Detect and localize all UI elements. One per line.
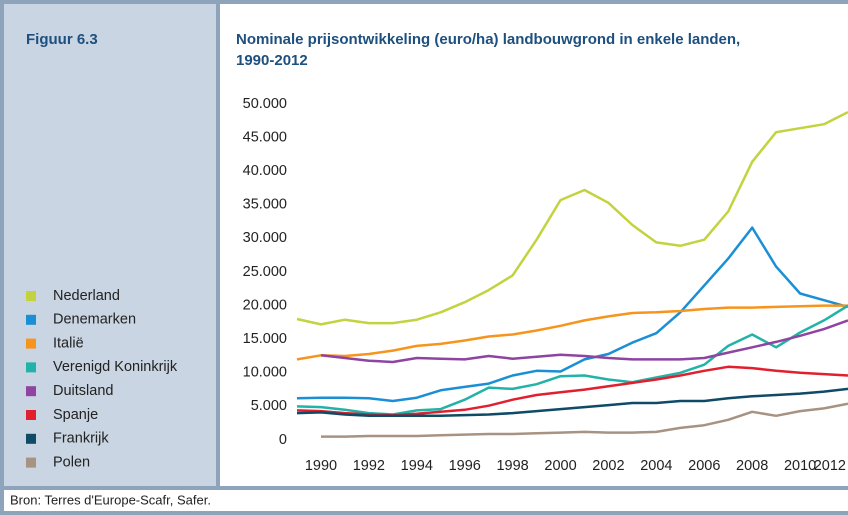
y-tick-label: 25.000 xyxy=(243,264,287,280)
legend-swatch xyxy=(26,314,36,325)
source: Bron: Terres d'Europe-Scafr, Safer. xyxy=(10,492,211,507)
y-tick-label: 35.000 xyxy=(243,197,287,213)
x-tick-label: 1990 xyxy=(305,458,337,474)
chart-title: Nominale prijsontwikkeling (euro/ha) lan… xyxy=(236,31,740,48)
x-tick-label: 2012 xyxy=(814,458,846,474)
side-panel xyxy=(4,4,216,486)
legend-label: Nederland xyxy=(53,288,120,304)
series-line xyxy=(296,304,848,361)
x-tick-label: 2004 xyxy=(640,458,672,474)
series-line xyxy=(296,110,848,326)
legend-swatch xyxy=(26,291,36,301)
legend-swatch xyxy=(26,457,36,468)
series-line xyxy=(296,387,848,418)
series-line xyxy=(321,402,848,438)
y-tick-label: 45.000 xyxy=(243,129,287,145)
x-tick-label: 2002 xyxy=(592,458,624,474)
y-tick-label: 20.000 xyxy=(243,297,287,313)
y-tick-label: 40.000 xyxy=(243,163,287,179)
legend-label: Spanje xyxy=(53,407,98,423)
legend-label: Denemarken xyxy=(53,312,136,328)
series-line xyxy=(320,319,848,364)
x-tick-label: 1994 xyxy=(401,458,433,474)
x-tick-label: 2000 xyxy=(544,458,576,474)
frame-left xyxy=(0,490,4,515)
legend-label: Verenigd Koninkrijk xyxy=(53,359,178,375)
legend-label: Duitsland xyxy=(53,383,113,399)
legend-swatch xyxy=(26,433,36,444)
x-tick-label: 1998 xyxy=(496,458,528,474)
y-tick-label: 0 xyxy=(279,432,287,448)
y-tick-label: 10.000 xyxy=(243,365,287,381)
chart-title: 1990-2012 xyxy=(236,52,308,69)
legend-swatch xyxy=(26,386,36,397)
y-tick-label: 50.000 xyxy=(243,96,287,112)
legend-swatch xyxy=(26,410,36,420)
x-tick-label: 2010 xyxy=(784,458,816,474)
legend-label: Italië xyxy=(53,335,84,351)
figure-label: Figuur 6.3 xyxy=(26,31,98,48)
x-tick-label: 1992 xyxy=(353,458,385,474)
legend-swatch xyxy=(26,362,36,373)
series-line xyxy=(296,226,848,403)
y-tick-label: 30.000 xyxy=(243,230,287,246)
frame-bottom xyxy=(0,511,848,515)
y-tick-label: 15.000 xyxy=(243,331,287,347)
legend-swatch xyxy=(26,338,36,349)
y-tick-label: 5.000 xyxy=(251,398,287,414)
x-tick-label: 2006 xyxy=(688,458,720,474)
legend-label: Frankrijk xyxy=(53,431,109,447)
x-tick-label: 2008 xyxy=(736,458,768,474)
legend-label: Polen xyxy=(53,454,90,470)
x-tick-label: 1996 xyxy=(449,458,481,474)
